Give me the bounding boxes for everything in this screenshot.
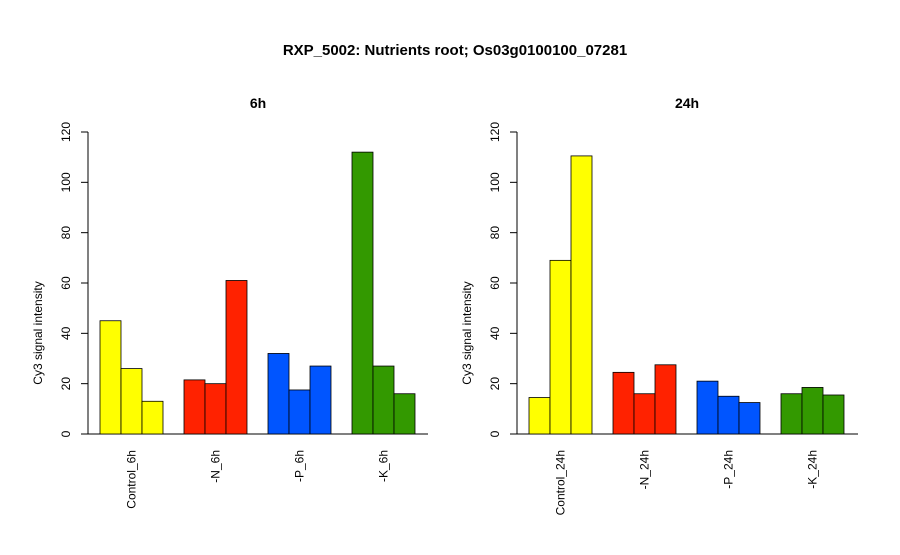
bar--K_24h-1 [780, 393, 803, 435]
bar-Control_6h-1 [99, 320, 122, 435]
bar-Control_24h-2 [549, 259, 572, 435]
bar--K_24h-3 [822, 394, 845, 435]
bar--N_6h-2 [204, 383, 227, 435]
bar--P_6h-3 [309, 365, 332, 435]
bar-Control_6h-3 [141, 400, 164, 435]
y-tick-label: 80 [59, 226, 73, 240]
bar--P_6h-1 [267, 353, 290, 435]
y-tick-label: 100 [59, 172, 73, 192]
bar-Control_24h-1 [528, 397, 551, 435]
y-tick-label: 40 [488, 326, 502, 340]
y-tick-label: 20 [59, 377, 73, 391]
chart-panel-1: 6h 0 20 40 60 80 100 120 Cy3 signal intensity Con… [31, 95, 428, 509]
bar--K_6h-1 [351, 151, 374, 435]
y-tick-label: 60 [59, 276, 73, 290]
y-axis-title: Cy3 signal intensity [460, 281, 474, 384]
y-tick-label: 80 [488, 226, 502, 240]
y-axis-title: Cy3 signal intensity [31, 281, 45, 384]
y-tick-label: 0 [488, 430, 502, 437]
y-tick-label: 120 [59, 122, 73, 142]
bar--P_24h-1 [696, 380, 719, 435]
bar--N_6h-3 [225, 280, 248, 435]
bar--N_24h-3 [654, 364, 677, 435]
bar-Control_24h-3 [570, 155, 593, 435]
x-category-label: -P_24h [722, 450, 736, 489]
x-category-label: Control_24h [554, 450, 568, 515]
y-tick-label: 120 [488, 122, 502, 142]
y-tick-label: 100 [488, 172, 502, 192]
bar--P_24h-2 [717, 395, 740, 435]
y-tick-label: 20 [488, 377, 502, 391]
y-tick-label: 0 [59, 430, 73, 437]
x-category-label: Control_6h [125, 450, 139, 509]
bar--K_6h-3 [393, 393, 416, 435]
x-category-label: -K_6h [377, 450, 391, 482]
x-category-label: -P_6h [293, 450, 307, 482]
panel-title: 6h [250, 95, 266, 111]
panel-title: 24h [675, 95, 699, 111]
bar--P_24h-3 [738, 402, 761, 435]
bar-Control_6h-2 [120, 368, 143, 435]
bar--N_24h-2 [633, 393, 656, 435]
y-tick-label: 40 [59, 326, 73, 340]
bar--N_6h-1 [183, 379, 206, 435]
figure-title: RXP_5002: Nutrients root; Os03g0100100_0… [283, 42, 627, 59]
y-tick-label: 60 [488, 276, 502, 290]
bar--P_6h-2 [288, 389, 311, 435]
x-category-label: -N_24h [638, 450, 652, 489]
bar--K_24h-2 [801, 387, 824, 435]
chart-panel-2: 24h 0 20 40 60 80 100 120 Cy3 signal intensity Co… [460, 95, 858, 515]
x-category-label: -K_24h [806, 450, 820, 489]
x-category-label: -N_6h [209, 450, 223, 483]
bar--N_24h-1 [612, 371, 635, 435]
bar--K_6h-2 [372, 365, 395, 435]
